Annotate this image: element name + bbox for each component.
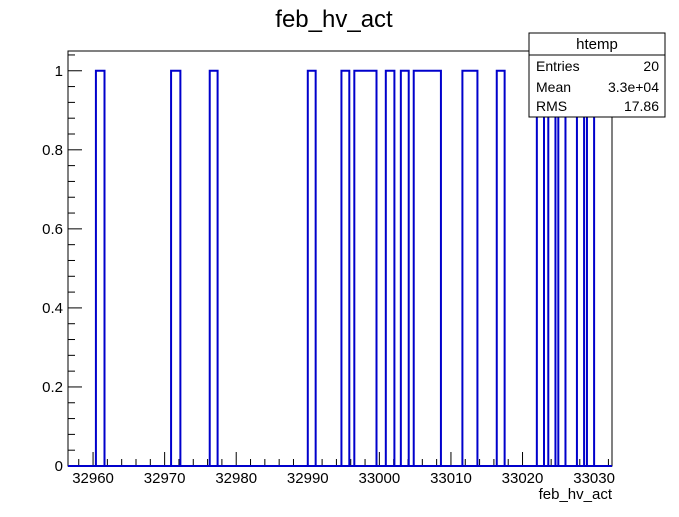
stats-label-rms: RMS — [536, 98, 567, 114]
chart-title: feb_hv_act — [275, 6, 393, 33]
histogram-bin — [399, 69, 410, 466]
histogram-bin — [306, 69, 317, 466]
histogram-bin — [535, 69, 545, 466]
histogram-bin — [412, 69, 442, 466]
histogram-bin — [208, 69, 219, 466]
stats-value-rms: 17.86 — [624, 98, 659, 114]
histogram-bin — [461, 69, 479, 466]
histogram-bin — [170, 69, 182, 466]
histogram-bin — [575, 69, 586, 466]
y-tick-label: 0.8 — [42, 142, 63, 159]
y-tick-label: 0.4 — [42, 300, 63, 317]
x-axis-label: feb_hv_act — [539, 486, 613, 503]
x-axis: 32960 32970 32980 32990 33000 33010 33020 33030 — [72, 452, 615, 487]
stats-box-title: htemp — [576, 36, 618, 53]
x-tick-label: 33000 — [359, 470, 401, 487]
x-tick-label: 33010 — [430, 470, 472, 487]
y-tick-label: 0 — [55, 458, 63, 475]
histogram-bin — [94, 69, 106, 466]
histogram-bin — [340, 69, 351, 466]
stats-label-mean: Mean — [536, 79, 571, 95]
x-tick-label: 32980 — [215, 470, 257, 487]
y-tick-label: 0.6 — [42, 221, 63, 238]
histogram-bins — [68, 69, 612, 467]
x-tick-label: 33030 — [573, 470, 615, 487]
stats-box-frame — [528, 32, 666, 118]
stats-box: htemp Entries 20 Mean 3.3e+04 RMS 17.86 — [528, 32, 666, 118]
y-tick-label: 0.2 — [42, 379, 63, 396]
histogram-bin — [585, 69, 596, 466]
histogram-bin — [353, 69, 378, 466]
y-axis: 0 0.2 0.4 0.6 0.8 1 — [42, 54, 82, 475]
histogram-bin — [547, 69, 557, 466]
y-tick-label: 1 — [55, 63, 63, 80]
x-tick-label: 32990 — [287, 470, 329, 487]
histogram-bin — [495, 69, 506, 466]
stats-value-mean: 3.3e+04 — [608, 79, 659, 95]
x-tick-label: 33020 — [502, 470, 544, 487]
x-tick-label: 32970 — [144, 470, 186, 487]
stats-value-entries: 20 — [643, 58, 659, 74]
histogram-bin — [557, 69, 567, 466]
histogram-bin — [384, 69, 396, 466]
x-tick-label: 32960 — [72, 470, 114, 487]
stats-label-entries: Entries — [536, 58, 580, 74]
